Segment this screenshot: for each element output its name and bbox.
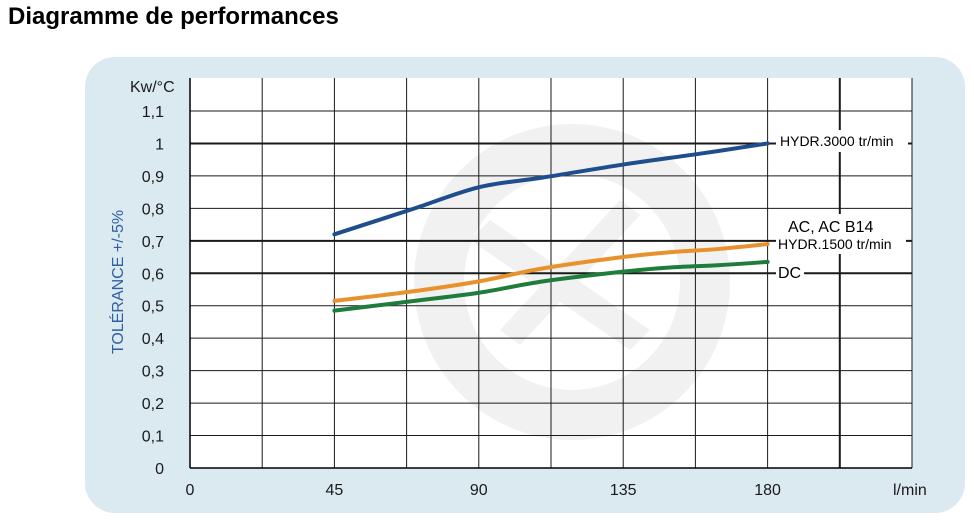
y-tick-label: 0,8 bbox=[142, 201, 164, 218]
x-tick-label: 90 bbox=[470, 482, 488, 499]
x-tick-label: 180 bbox=[754, 482, 781, 499]
x-axis-label: l/min bbox=[893, 482, 927, 499]
y-tick-label: 0,4 bbox=[142, 331, 164, 348]
y-tick-label: 1 bbox=[155, 136, 164, 153]
series-line-hydr-3000-tr-min bbox=[332, 141, 770, 237]
y-tick-label: 0 bbox=[155, 461, 164, 478]
x-tick-label: 0 bbox=[186, 482, 195, 499]
y-tick-label: 0,9 bbox=[142, 169, 164, 186]
series-label-bg bbox=[776, 130, 908, 152]
y-tick-label: 0,7 bbox=[142, 234, 164, 251]
y-tick-label: 0,6 bbox=[142, 266, 164, 283]
y-tick-label: 0,2 bbox=[142, 396, 164, 413]
series-line-hydr-1500-tr-min bbox=[332, 242, 770, 303]
series-line-dc bbox=[332, 259, 770, 313]
series-label-hydr3000: HYDR.3000 tr/min bbox=[780, 133, 894, 149]
x-tick-label: 45 bbox=[326, 482, 344, 499]
x-tick-label: 135 bbox=[610, 482, 637, 499]
series-label-hydr1500: HYDR.1500 tr/min bbox=[778, 236, 892, 252]
y-tick-label: 1,1 bbox=[142, 104, 164, 121]
y-tick-label: 0,1 bbox=[142, 429, 164, 446]
series-label-bg bbox=[776, 234, 906, 254]
grid bbox=[189, 78, 913, 468]
axes: 0 0,1 0,2 0,3 0,4 0,5 0,6 0,7 0,8 0,9 1 1,1 0 45 90 135… bbox=[142, 78, 912, 499]
page-title: Diagramme de performances bbox=[8, 3, 339, 30]
series-label-dc: DC bbox=[778, 265, 801, 282]
series-label-bg bbox=[776, 261, 804, 283]
y-tick-label: 0,3 bbox=[142, 364, 164, 381]
series-label-ac-b14: AC, AC B14 bbox=[788, 219, 873, 236]
y-tick-label: 0,5 bbox=[142, 299, 164, 316]
y-unit-label: Kw/°C bbox=[130, 79, 175, 96]
series-label-bg bbox=[776, 214, 906, 236]
y-axis-title: TOLÉRANCE +/-5% bbox=[108, 210, 127, 354]
series-layer bbox=[332, 141, 770, 313]
